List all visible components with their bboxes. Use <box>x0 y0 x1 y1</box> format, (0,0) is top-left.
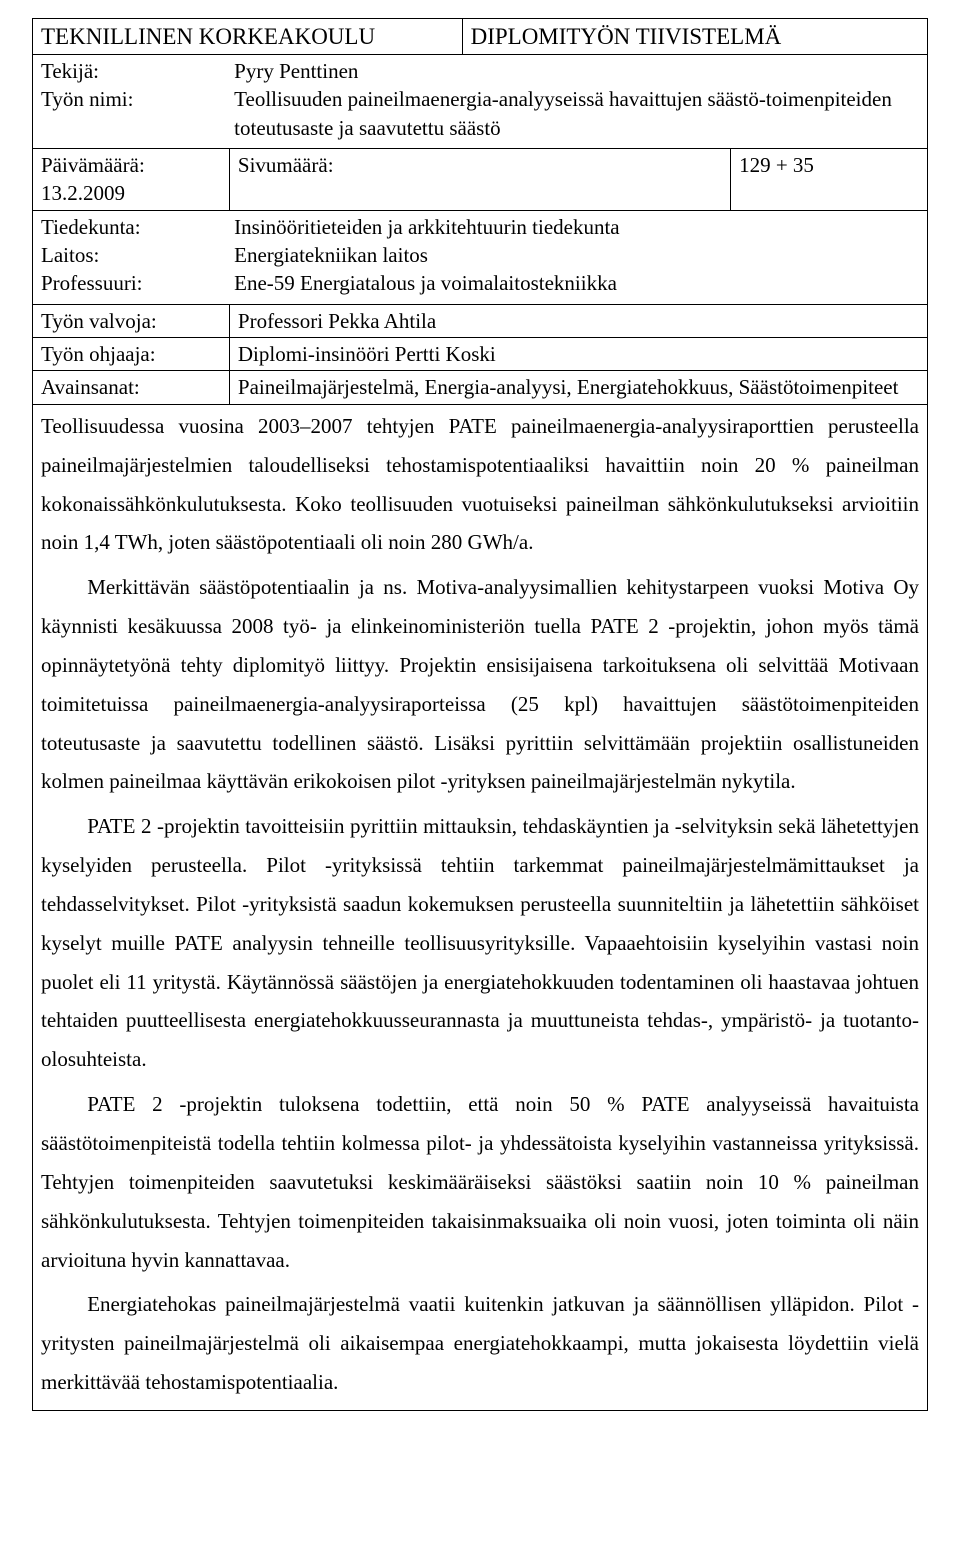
author-title-row: Tekijä: Työn nimi: Pyry Penttinen Teolli… <box>33 55 928 149</box>
supervisor-value: Professori Pekka Ahtila <box>229 304 927 337</box>
abstract-p5: Energiatehokas paineilmajärjestelmä vaat… <box>41 1285 919 1402</box>
date-label: Päivämäärä: <box>41 153 145 177</box>
faculty-value: Insinööritieteiden ja arkkitehtuurin tie… <box>234 213 919 241</box>
pages-label: Sivumäärä: <box>238 153 334 177</box>
dept-value: Energiatekniikan laitos <box>234 241 919 269</box>
author-value: Pyry Penttinen <box>234 57 919 85</box>
abstract-p1: Teollisuudessa vuosina 2003–2007 tehtyje… <box>41 407 919 562</box>
abstract-p4: PATE 2 -projektin tuloksena todettiin, e… <box>41 1085 919 1279</box>
abstract-table: TEKNILLINEN KORKEAKOULU DIPLOMITYÖN TIIV… <box>32 18 928 1411</box>
prof-label: Professuuri: <box>41 269 234 297</box>
abstract-page: TEKNILLINEN KORKEAKOULU DIPLOMITYÖN TIIV… <box>0 0 960 1451</box>
title-label: Työn nimi: <box>41 85 234 113</box>
faculty-label: Tiedekunta: <box>41 213 234 241</box>
title-value: Teollisuuden paineilmaenergia-analyyseis… <box>234 85 919 142</box>
date-pages-row: Päivämäärä: 13.2.2009 Sivumäärä: 129 + 3… <box>33 149 928 211</box>
university-name: TEKNILLINEN KORKEAKOULU <box>33 19 463 55</box>
date-value: 13.2.2009 <box>41 181 125 205</box>
prof-value: Ene-59 Energiatalous ja voimalaitostekni… <box>234 269 919 297</box>
pages-value: 129 + 35 <box>739 153 814 177</box>
supervisor-label: Työn valvoja: <box>33 304 230 337</box>
keywords-value: Paineilmajärjestelmä, Energia-analyysi, … <box>229 371 927 404</box>
header-row: TEKNILLINEN KORKEAKOULU DIPLOMITYÖN TIIV… <box>33 19 928 55</box>
abstract-p3: PATE 2 -projektin tavoitteisiin pyrittii… <box>41 807 919 1079</box>
instructor-value: Diplomi-insinööri Pertti Koski <box>229 338 927 371</box>
keywords-row: Avainsanat: Paineilmajärjestelmä, Energi… <box>33 371 928 404</box>
author-label: Tekijä: <box>41 57 234 85</box>
instructor-row: Työn ohjaaja: Diplomi-insinööri Pertti K… <box>33 338 928 371</box>
abstract-p2: Merkittävän säästöpotentiaalin ja ns. Mo… <box>41 568 919 801</box>
supervisor-row: Työn valvoja: Professori Pekka Ahtila <box>33 304 928 337</box>
dept-label: Laitos: <box>41 241 234 269</box>
abstract-body-row: Teollisuudessa vuosina 2003–2007 tehtyje… <box>33 404 928 1410</box>
document-type: DIPLOMITYÖN TIIVISTELMÄ <box>462 19 927 55</box>
instructor-label: Työn ohjaaja: <box>33 338 230 371</box>
keywords-label: Avainsanat: <box>33 371 230 404</box>
faculty-dept-prof-row: Tiedekunta: Laitos: Professuuri: Insinöö… <box>33 210 928 304</box>
